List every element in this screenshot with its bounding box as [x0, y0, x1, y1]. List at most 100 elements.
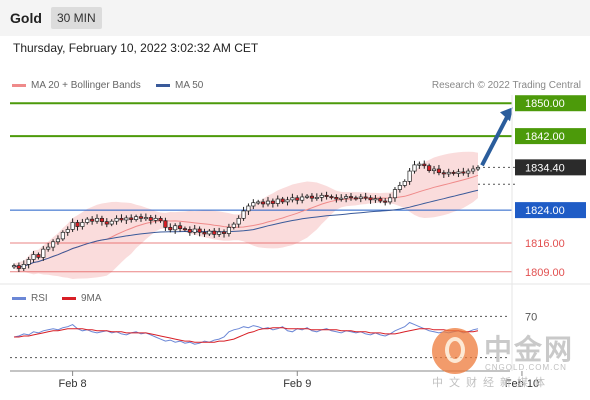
candle-body — [231, 223, 236, 228]
candle-body — [407, 170, 412, 182]
level-tag — [515, 128, 586, 145]
candle-body — [275, 198, 280, 204]
candle-body — [256, 201, 261, 204]
candle-body — [300, 196, 305, 201]
candle-body — [221, 231, 227, 234]
rsi-swatch — [12, 297, 26, 300]
candle-body — [173, 225, 178, 231]
rsi-70-label: 70 — [525, 311, 537, 323]
candle-body — [16, 265, 21, 269]
candle-body — [319, 194, 324, 198]
candle-body — [55, 238, 61, 243]
candle-body — [270, 200, 275, 204]
candle-body — [178, 225, 183, 229]
candle-body — [427, 165, 432, 171]
candle-body — [70, 222, 75, 230]
candle-body — [65, 229, 70, 233]
level-label: 1809.00 — [525, 267, 565, 279]
candle-body — [358, 196, 363, 199]
candle-body — [422, 163, 427, 167]
candle-body — [309, 195, 314, 199]
candle-body — [305, 195, 310, 198]
candle-body — [461, 171, 466, 174]
candle-body — [11, 265, 17, 268]
legend-ma50: MA 50 — [156, 80, 203, 91]
candle-body — [368, 197, 373, 201]
candle-body — [41, 248, 46, 258]
candle-body — [417, 163, 422, 166]
candle-body — [163, 220, 168, 228]
ma9-swatch — [62, 297, 76, 300]
candle-body — [21, 264, 26, 269]
ma50-swatch — [156, 84, 170, 87]
candle-body — [26, 259, 31, 265]
forecast-arrow — [480, 114, 510, 167]
candle-body — [46, 246, 51, 250]
candle-body — [217, 231, 222, 235]
candle-body — [90, 218, 95, 222]
candle-body — [324, 194, 329, 197]
candle-body — [138, 216, 144, 219]
legend-rsi: RSI — [12, 293, 48, 304]
candle-body — [397, 185, 402, 190]
rsi-label: RSI — [31, 293, 48, 304]
candle-body — [192, 228, 197, 233]
legend-ma20: MA 20 + Bollinger Bands — [12, 80, 141, 91]
watermark-url: CNGOLD.COM.CN — [485, 363, 567, 372]
candle-body — [104, 221, 109, 225]
level-tag — [515, 159, 586, 176]
rsi-ma-line — [14, 327, 479, 343]
candle-body — [207, 230, 212, 235]
level-label: 1850.00 — [525, 98, 565, 110]
candle-body — [168, 227, 173, 231]
candle-body — [290, 197, 295, 201]
candle-body — [187, 229, 192, 233]
candle-body — [412, 164, 417, 172]
candle-body — [475, 167, 481, 170]
candle-body — [251, 202, 256, 207]
candle-body — [241, 210, 246, 219]
x-tick-label: Feb 9 — [283, 378, 311, 390]
candle-body — [329, 196, 334, 199]
level-label: 1824.00 — [525, 205, 565, 217]
candle-body — [339, 197, 344, 200]
candle-body — [441, 172, 446, 175]
chart-datetime: Thursday, February 10, 2022 3:02:32 AM C… — [13, 41, 259, 55]
candle-body — [285, 199, 290, 203]
candle-body — [134, 216, 139, 220]
legend-9ma: 9MA — [62, 293, 102, 304]
rsi-line — [13, 321, 479, 345]
candle-body — [246, 205, 251, 212]
watermark-tagline: 中文财经新媒体 — [432, 376, 551, 389]
candle-body — [114, 217, 119, 222]
level-tag — [515, 202, 586, 219]
watermark-name: 中金网 — [484, 333, 575, 366]
candle-body — [99, 217, 104, 222]
ma50-label: MA 50 — [175, 80, 204, 91]
level-label: 1834.40 — [525, 162, 565, 174]
candle-body — [236, 217, 241, 225]
candle-body — [94, 217, 100, 222]
candle-body — [226, 227, 231, 234]
candle-body — [353, 197, 358, 200]
candle-body — [202, 231, 207, 235]
x-tick-label: Feb 10 — [505, 378, 539, 390]
candle-body — [466, 170, 471, 174]
level-label: 1816.00 — [525, 238, 565, 250]
candle-body — [392, 189, 398, 199]
candle-body — [378, 198, 383, 202]
ma9-label: 9MA — [81, 293, 102, 304]
candle-body — [80, 222, 85, 227]
candle-body — [388, 197, 393, 203]
candle-body — [60, 231, 65, 240]
symbol-name: Gold — [10, 10, 42, 26]
timeframe-badge[interactable]: 30 MIN — [51, 7, 102, 29]
candle-body — [265, 200, 271, 205]
candle-body — [129, 217, 134, 220]
candle-body — [431, 168, 437, 171]
candle-body — [334, 197, 339, 200]
ma20-swatch — [12, 84, 26, 87]
candle-body — [31, 254, 36, 260]
candle-body — [456, 171, 461, 174]
